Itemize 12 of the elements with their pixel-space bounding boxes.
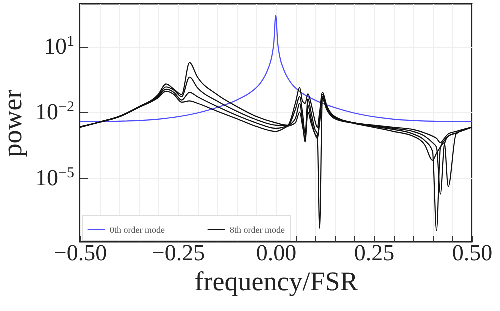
y-axis-title: power <box>0 90 28 158</box>
x-axis-title: frequency/FSR <box>194 266 358 296</box>
legend-label: 0th order mode <box>110 224 165 235</box>
x-tick-label: 0.25 <box>354 240 395 266</box>
x-tick-label: 0.00 <box>256 240 297 266</box>
x-tick-label: −0.25 <box>152 240 206 266</box>
legend-label: 8th order mode <box>230 224 285 235</box>
x-tick-label: 0.50 <box>452 240 493 266</box>
y-tick-label: 10$^{1}$ <box>44 34 74 60</box>
y-tick-label: 10$^{−2}$ <box>36 100 74 125</box>
y-tick-label: 10$^{−5}$ <box>36 165 74 190</box>
x-tick-label: −0.50 <box>54 240 108 266</box>
